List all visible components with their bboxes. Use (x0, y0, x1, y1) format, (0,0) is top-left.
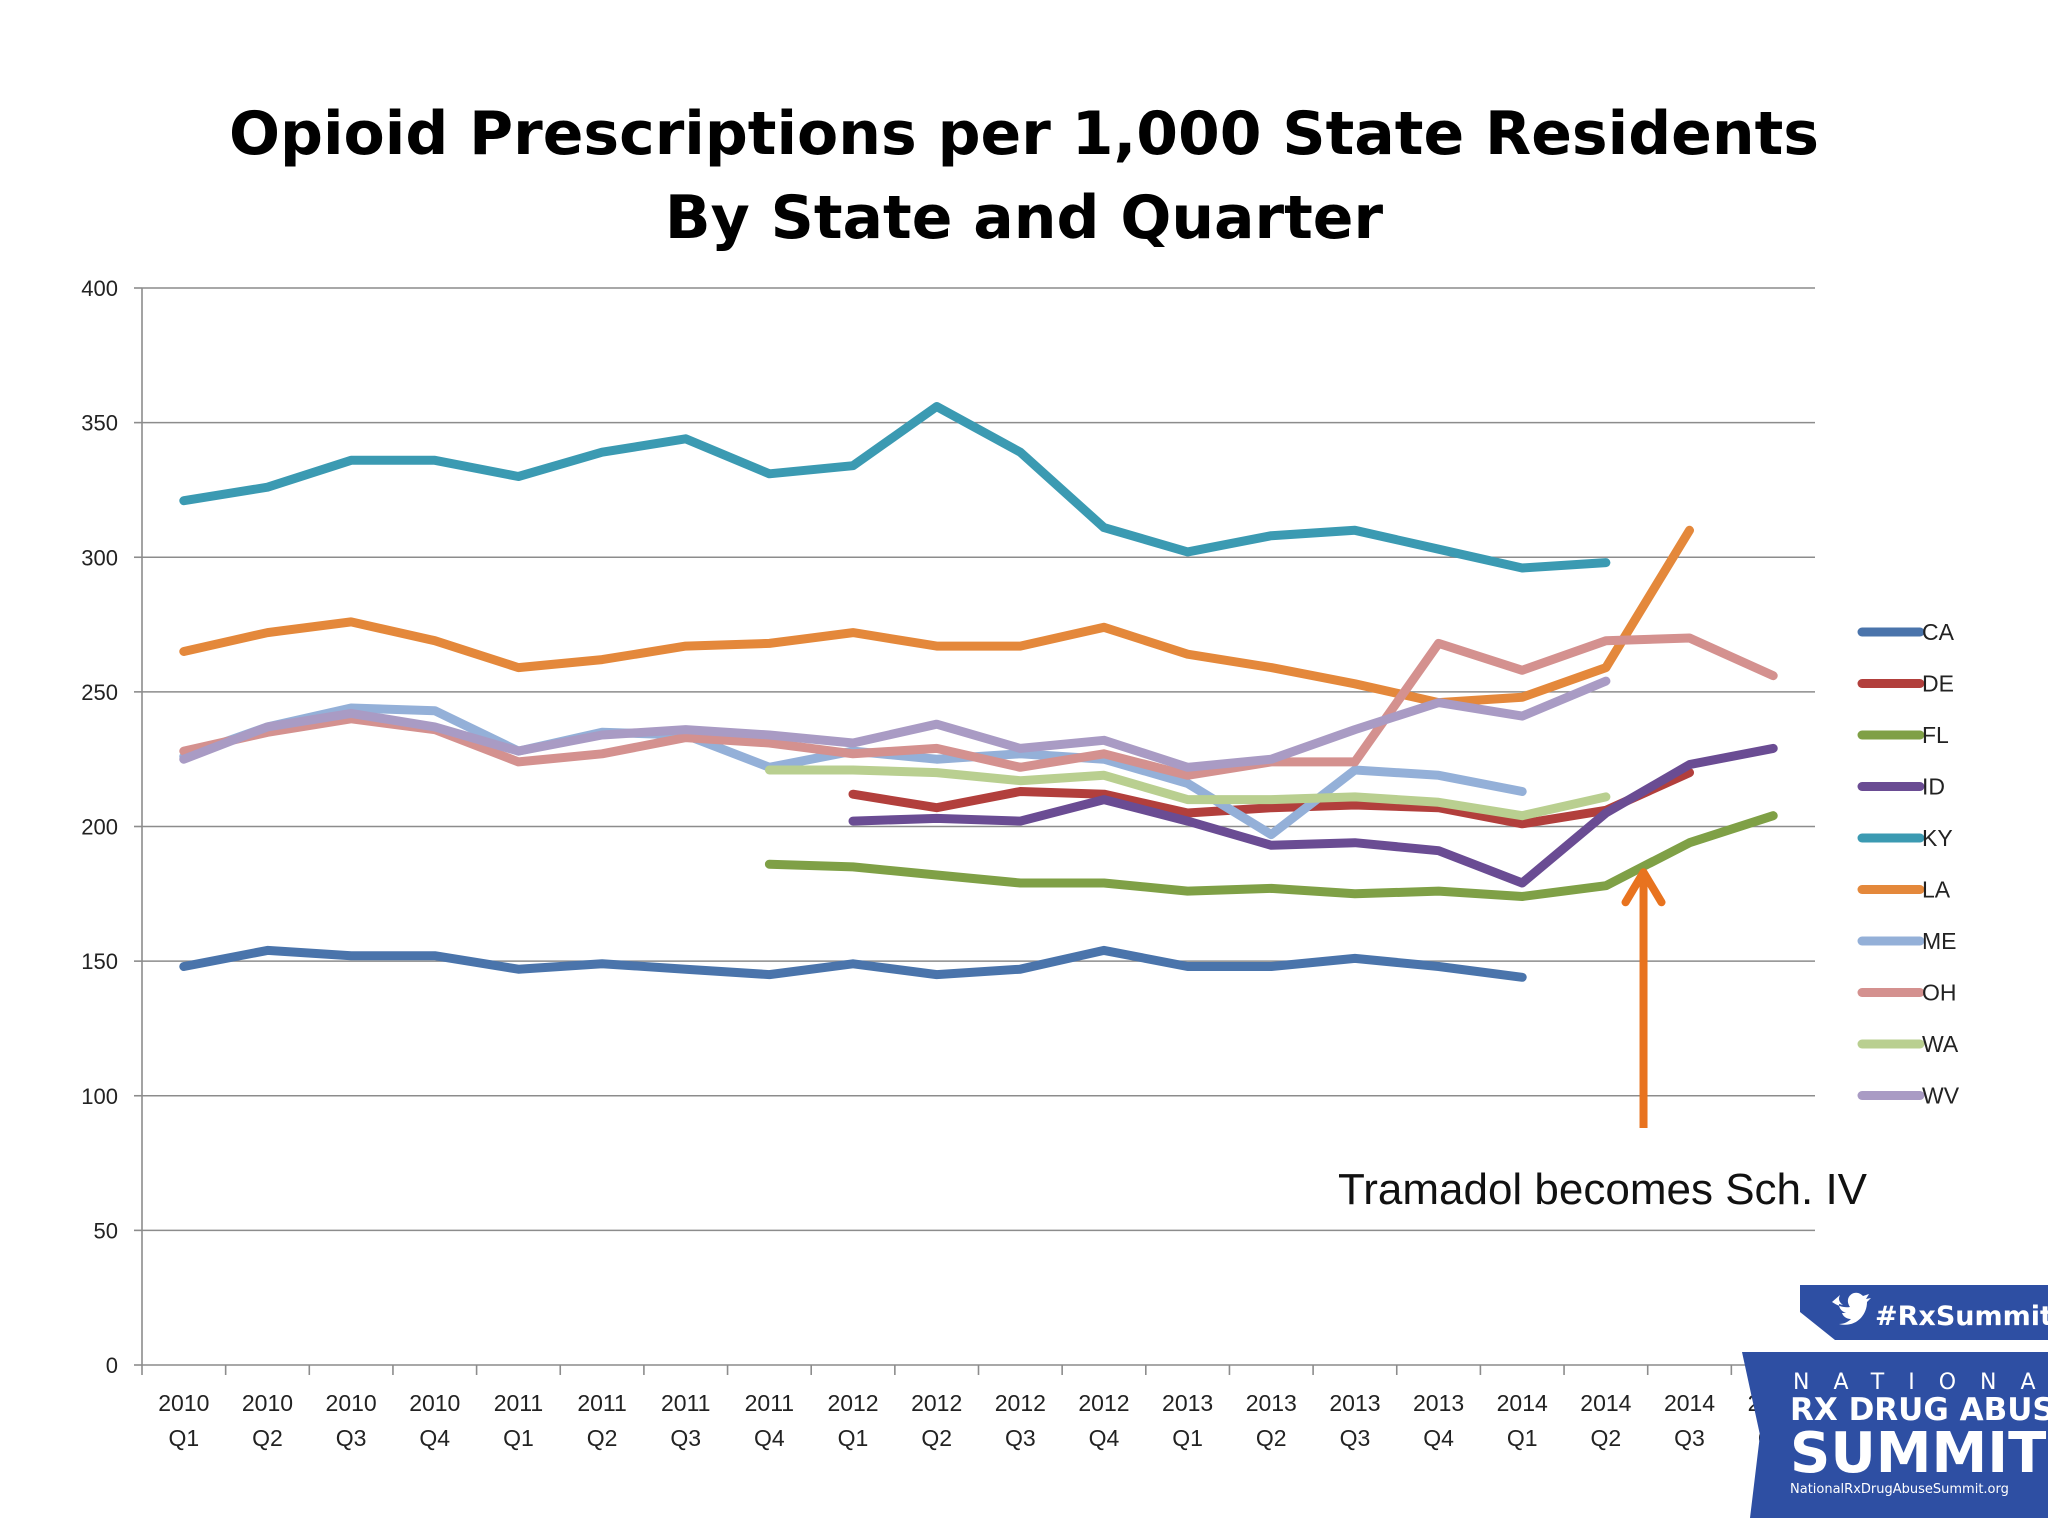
series-line-wv (179, 676, 1611, 772)
x-tick-label-year: 2013 (1329, 1390, 1380, 1416)
x-tick-label-year: 2012 (911, 1390, 962, 1416)
legend-label-wv: WV (1922, 1083, 1960, 1109)
x-axis-ticks: 2010 Q1 2010 Q2 2010 Q3 2010 Q4 2011 Q1 2011 Q2 2011… (141, 1365, 1816, 1451)
x-tick-label-year: 2010 (158, 1390, 209, 1416)
x-tick-label-quarter: Q2 (1591, 1425, 1622, 1451)
gridlines (142, 287, 1815, 1232)
annotation: Tramadol becomes Sch. IV (1338, 868, 1868, 1214)
legend-label-wa: WA (1922, 1031, 1959, 1057)
x-tick-label-year: 2010 (409, 1390, 460, 1416)
rx-drug-abuse-text: RX DRUG ABUSE (1790, 1392, 2048, 1428)
summit-text: SUMMIT (1790, 1421, 2046, 1486)
x-tick-label-year: 2010 (326, 1390, 377, 1416)
annotation-arrow-head (1621, 868, 1666, 907)
x-tick-label-quarter: Q4 (419, 1425, 450, 1451)
series-line-fl (764, 811, 1778, 901)
series-line-wa (764, 765, 1611, 821)
legend-label-id: ID (1922, 774, 1945, 800)
x-tick-label-quarter: Q3 (336, 1425, 367, 1451)
legend-label-fl: FL (1922, 722, 1949, 748)
x-tick-label-year: 2011 (661, 1390, 710, 1416)
y-tick-label: 200 (81, 815, 118, 840)
x-tick-label-quarter: Q2 (587, 1425, 618, 1451)
x-tick-label-quarter: Q2 (252, 1425, 283, 1451)
y-tick-label: 300 (81, 545, 118, 570)
x-tick-label-quarter: Q1 (168, 1425, 199, 1451)
x-tick-label-quarter: Q4 (1423, 1425, 1454, 1451)
x-tick-label-quarter: Q1 (1507, 1425, 1538, 1451)
y-axis-ticks: 0 50 100 150 200 250 300 350 400 (81, 276, 142, 1378)
annotation-text: Tramadol becomes Sch. IV (1338, 1165, 1868, 1214)
series-line-de (848, 768, 1694, 829)
x-tick-label-quarter: Q4 (1089, 1425, 1120, 1451)
y-tick-label: 50 (94, 1218, 118, 1243)
legend-label-me: ME (1922, 928, 1957, 954)
summit-branding: #RxSummit NATIONAL RX DRUG ABUSE SUMMIT … (1742, 1285, 2048, 1518)
series-line-ky (179, 402, 1611, 573)
y-tick-label: 400 (81, 276, 118, 301)
legend-label-de: DE (1922, 671, 1954, 697)
x-tick-label-year: 2010 (242, 1390, 293, 1416)
y-tick-label: 350 (81, 411, 118, 436)
chart-title-line2: By State and Quarter (664, 183, 1384, 253)
x-tick-label-year: 2013 (1246, 1390, 1297, 1416)
bird-icon (1832, 1292, 1871, 1325)
x-tick-label-year: 2012 (995, 1390, 1046, 1416)
y-tick-label: 250 (81, 680, 118, 705)
x-tick-label-year: 2012 (827, 1390, 878, 1416)
y-tick-label: 150 (81, 949, 118, 974)
x-tick-label-year: 2011 (494, 1390, 543, 1416)
x-tick-label-year: 2014 (1664, 1390, 1715, 1416)
x-tick-label-quarter: Q3 (1674, 1425, 1705, 1451)
legend-label-oh: OH (1922, 980, 1957, 1006)
series-lines (179, 402, 1778, 982)
x-tick-label-quarter: Q4 (754, 1425, 785, 1451)
series-line-ca (179, 945, 1527, 982)
national-text: NATIONAL (1793, 1370, 2048, 1395)
x-tick-label-quarter: Q1 (838, 1425, 869, 1451)
legend: CA DE FL ID KY LA ME OH WA WV (1857, 619, 1960, 1109)
x-tick-label-quarter: Q1 (1172, 1425, 1203, 1451)
series-line-id (848, 743, 1778, 888)
legend-label-ca: CA (1922, 619, 1955, 645)
legend-label-la: LA (1922, 877, 1951, 903)
summit-badge (1742, 1352, 2048, 1518)
x-tick-label-quarter: Q3 (1340, 1425, 1371, 1451)
x-tick-label-year: 2013 (1413, 1390, 1464, 1416)
x-tick-label-year: 2013 (1162, 1390, 1213, 1416)
x-tick-label-year: 2011 (577, 1390, 626, 1416)
x-tick-label-year: 2014 (1497, 1390, 1548, 1416)
x-tick-label-quarter: Q3 (1005, 1425, 1036, 1451)
x-tick-label-year: 2012 (1078, 1390, 1129, 1416)
x-tick-label-quarter: Q2 (1256, 1425, 1287, 1451)
x-tick-label-year: 2014 (1580, 1390, 1631, 1416)
y-tick-label: 100 (81, 1084, 118, 1109)
x-tick-label-year: 2011 (745, 1390, 794, 1416)
chart-title-line1: Opioid Prescriptions per 1,000 State Res… (229, 99, 1819, 169)
legend-label-ky: KY (1922, 825, 1953, 851)
x-tick-label-quarter: Q2 (921, 1425, 952, 1451)
y-tick-label: 0 (106, 1353, 118, 1378)
x-tick-label-quarter: Q1 (503, 1425, 534, 1451)
website-text: NationalRxDrugAbuseSummit.org (1790, 1482, 2009, 1497)
hashtag-text: #RxSummit (1875, 1301, 2048, 1332)
chart-title: Opioid Prescriptions per 1,000 State Res… (0, 92, 2048, 260)
x-tick-label-quarter: Q3 (670, 1425, 701, 1451)
